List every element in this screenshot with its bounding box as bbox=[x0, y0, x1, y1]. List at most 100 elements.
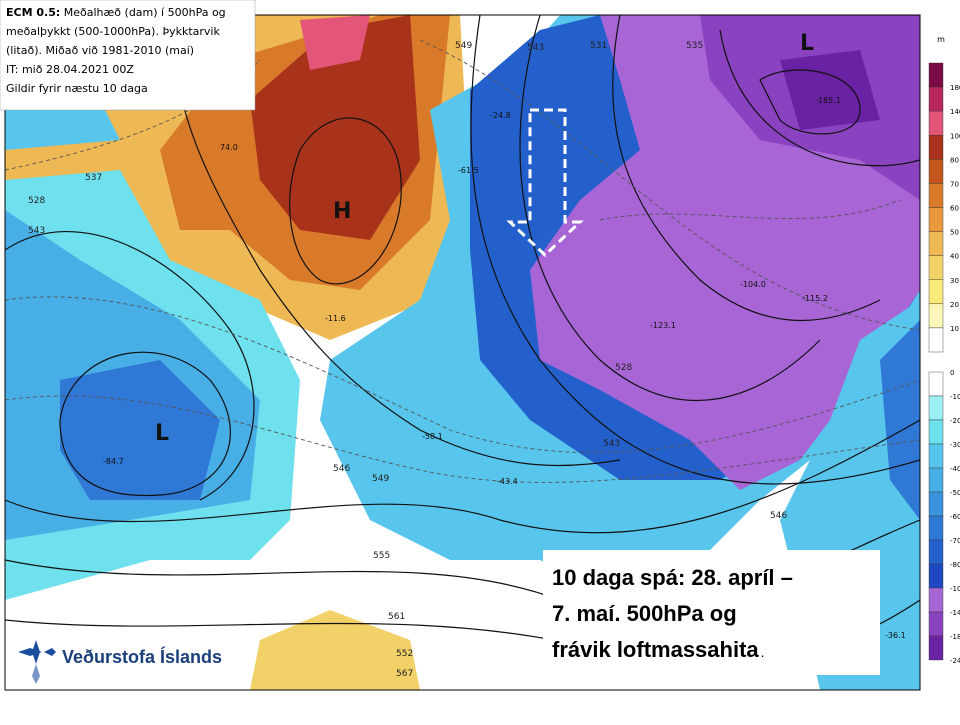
colorbar-label: -180 bbox=[950, 633, 960, 641]
colorbar-segment bbox=[928, 371, 944, 397]
colorbar-label: -40 bbox=[950, 465, 960, 473]
value-label: -84.7 bbox=[103, 457, 124, 466]
contour-label: 528 bbox=[28, 196, 45, 206]
header-text: IT: mið 28.04.2021 00Z bbox=[6, 63, 134, 76]
colorbar-segment bbox=[928, 395, 944, 421]
header-text: meðalþykkt (500-1000hPa). Þykktarvik bbox=[6, 25, 220, 38]
contour-label: 549 bbox=[455, 41, 472, 51]
low-label: L bbox=[155, 421, 169, 446]
colorbar-segment bbox=[928, 207, 944, 232]
colorbar-label: -10 bbox=[950, 393, 960, 401]
value-label: -11.6 bbox=[325, 314, 346, 323]
value-label: -36.1 bbox=[885, 631, 906, 640]
caption-box: 10 daga spá: 28. apríl – 7. maí. 500hPa o… bbox=[543, 550, 880, 675]
contour-label: 537 bbox=[85, 173, 102, 183]
contour-label: 543 bbox=[603, 439, 620, 449]
colorbar-segment bbox=[928, 110, 944, 136]
logo: Veðurstofa Íslands bbox=[8, 632, 233, 684]
colorbar-label: 140 bbox=[950, 108, 960, 116]
colorbar-segment bbox=[928, 467, 944, 493]
colorbar-label: -240 bbox=[950, 657, 960, 665]
colorbar-segment bbox=[928, 443, 944, 469]
map-labels: L H L -24.8 -61.5 74.0 -11.6 -185.1 -104… bbox=[103, 31, 906, 640]
colorbar-label: 70 bbox=[950, 180, 959, 188]
contour-label: 535 bbox=[686, 41, 703, 51]
header-line: ECM 0.5: Meðalhæð (dam) í 500hPa og bbox=[6, 6, 226, 19]
map: L H L -24.8 -61.5 74.0 -11.6 -185.1 -104… bbox=[5, 15, 920, 690]
colorbar-label: -30 bbox=[950, 441, 960, 449]
value-label: -115.2 bbox=[802, 294, 828, 303]
contour-label: 555 bbox=[373, 551, 390, 561]
caption-end: . bbox=[761, 644, 765, 660]
value-label: -123.1 bbox=[650, 321, 676, 330]
colorbar-segment bbox=[928, 255, 944, 280]
colorbar-segment bbox=[928, 563, 944, 589]
contour-label: 531 bbox=[590, 41, 607, 51]
colorbar-label: 20 bbox=[950, 301, 959, 309]
colorbar-segment bbox=[928, 279, 944, 305]
colorbar-label: 40 bbox=[950, 253, 959, 261]
value-label: 74.0 bbox=[220, 143, 238, 152]
colorbar-label: -70 bbox=[950, 537, 960, 545]
colorbar-label: -140 bbox=[950, 609, 960, 617]
colorbar-label: -80 bbox=[950, 561, 960, 569]
logo-icon bbox=[18, 640, 56, 684]
colorbar-label: 60 bbox=[950, 205, 959, 213]
header-line: meðalþykkt (500-1000hPa). Þykktarvik bbox=[6, 25, 220, 38]
colorbar-unit: m bbox=[937, 35, 945, 44]
colorbar-segment bbox=[928, 62, 944, 88]
colorbar-label: -20 bbox=[950, 417, 960, 425]
contour-label: 561 bbox=[388, 612, 405, 622]
contour-label: 549 bbox=[372, 474, 389, 484]
header-text: Meðalhæð (dam) í 500hPa og bbox=[60, 6, 225, 19]
colorbar-label: 80 bbox=[950, 156, 959, 164]
contour-label: 552 bbox=[396, 649, 413, 659]
colorbar-label: 50 bbox=[950, 229, 959, 237]
caption-line: 10 daga spá: 28. apríl – bbox=[552, 565, 793, 590]
colorbar-segment bbox=[928, 515, 944, 541]
low-label: L bbox=[800, 31, 814, 56]
high-label: H bbox=[333, 199, 351, 224]
colorbar-segment bbox=[928, 135, 944, 160]
colorbar-label: -100 bbox=[950, 585, 960, 593]
colorbar-segment bbox=[928, 419, 944, 445]
colorbar-segment bbox=[928, 327, 944, 353]
logo-text: Veðurstofa Íslands bbox=[62, 646, 222, 667]
colorbar-segment bbox=[928, 86, 944, 112]
caption-line: 7. maí. 500hPa og bbox=[552, 601, 737, 626]
colorbar-segment bbox=[928, 587, 944, 613]
contour-label: 546 bbox=[770, 511, 787, 521]
header-line: IT: mið 28.04.2021 00Z bbox=[6, 63, 134, 76]
header: ECM 0.5: Meðalhæð (dam) í 500hPa og meðal… bbox=[0, 0, 256, 111]
colorbar-label: 10 bbox=[950, 325, 959, 333]
value-label: -61.5 bbox=[458, 166, 479, 175]
header-text: (litað). Miðað við 1981-2010 (maí) bbox=[6, 44, 194, 57]
colorbar-segment bbox=[928, 539, 944, 565]
header-text: Gildir fyrir næstu 10 daga bbox=[6, 82, 148, 95]
header-bold: ECM 0.5: bbox=[6, 6, 60, 19]
value-label: -58.1 bbox=[422, 432, 443, 441]
colorbar-label: 0 bbox=[950, 369, 954, 377]
header-line: (litað). Miðað við 1981-2010 (maí) bbox=[6, 44, 194, 57]
colorbar-segment bbox=[928, 183, 944, 208]
value-label: -104.0 bbox=[740, 280, 766, 289]
colorbar-label: -50 bbox=[950, 489, 960, 497]
colorbar-segment bbox=[928, 231, 944, 256]
header-line: Gildir fyrir næstu 10 daga bbox=[6, 82, 148, 95]
contour-label: 567 bbox=[396, 669, 413, 679]
contour-label: 546 bbox=[333, 464, 350, 474]
colorbar-label: 100 bbox=[950, 132, 960, 140]
colorbar-segment bbox=[928, 303, 944, 329]
colorbar-segment bbox=[928, 491, 944, 517]
colorbar-segment bbox=[928, 611, 944, 637]
value-label: -24.8 bbox=[490, 111, 511, 120]
value-label: -185.1 bbox=[815, 96, 841, 105]
colorbar-segment bbox=[928, 635, 944, 661]
colorbar-label: 180 bbox=[950, 84, 960, 92]
contour-label: 543 bbox=[28, 226, 45, 236]
contour-labels: 549 543 531 535 537 528 543 528 543 549 … bbox=[28, 41, 787, 679]
contour-label: 528 bbox=[615, 363, 632, 373]
colorbar-label: 30 bbox=[950, 277, 959, 285]
colorbar-segment bbox=[928, 159, 944, 184]
